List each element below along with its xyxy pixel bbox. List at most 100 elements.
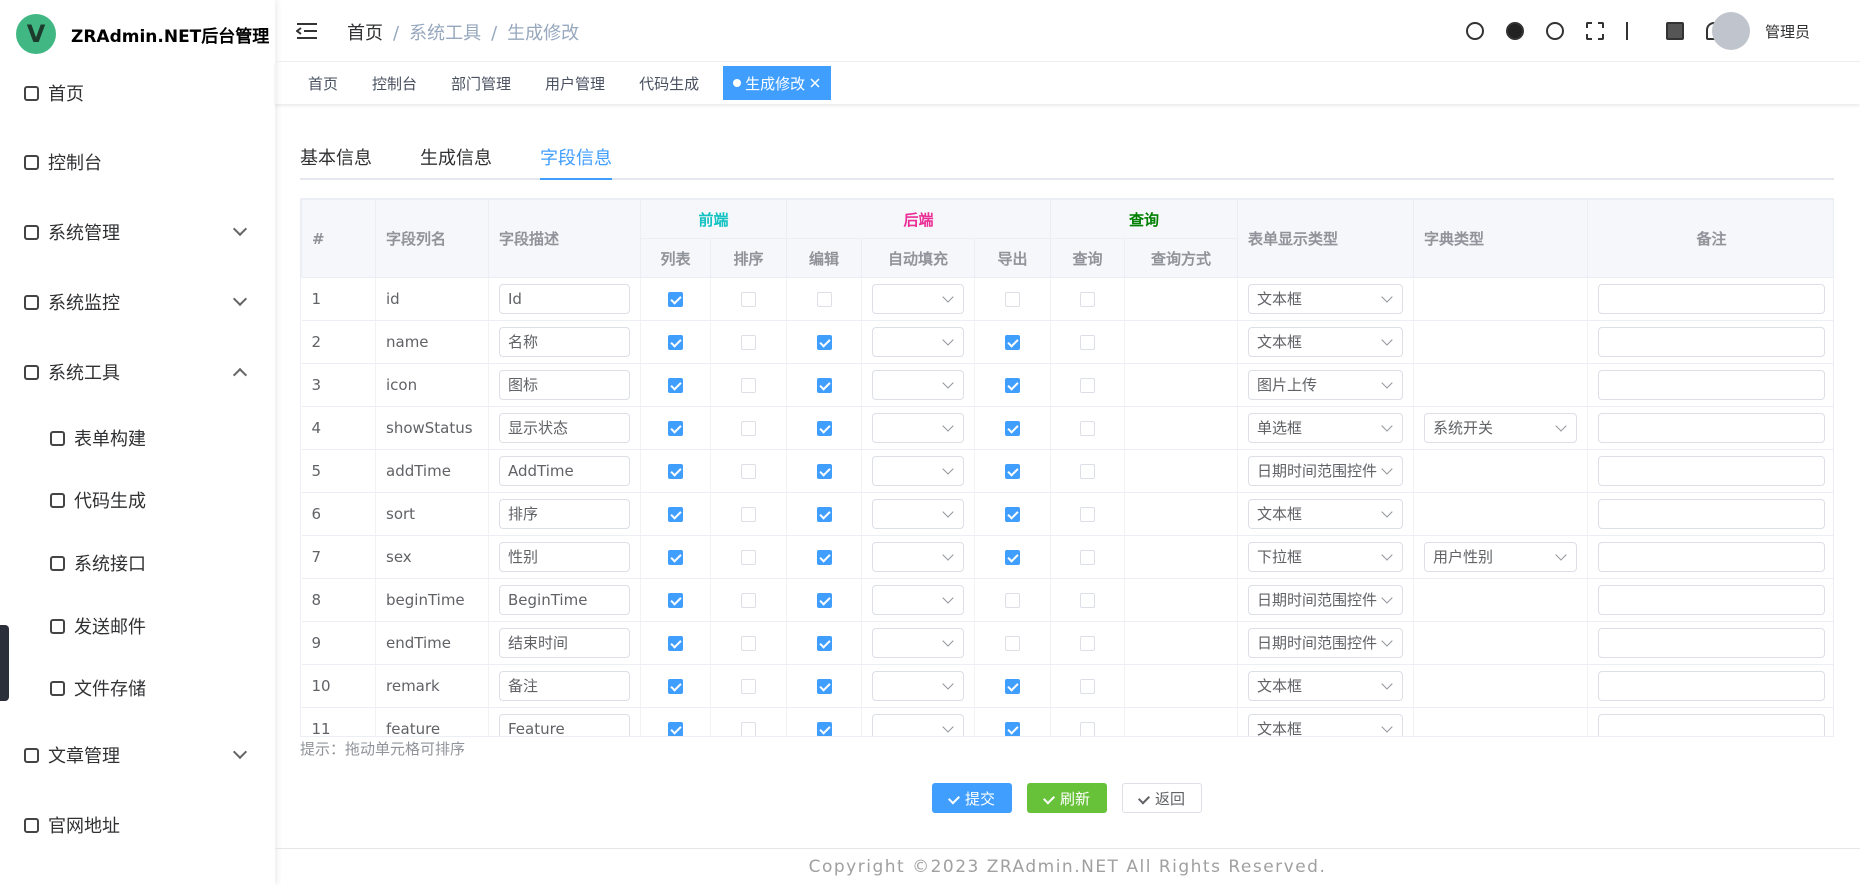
desc-input[interactable]: 显示状态 [499,413,630,443]
html-type-select[interactable]: 文本框 [1248,284,1404,314]
checkbox[interactable] [668,679,683,694]
checkbox[interactable] [816,292,832,307]
checkbox[interactable] [1005,421,1021,436]
menu-item[interactable]: 系统工具 [24,357,120,387]
html-type-select[interactable]: 文本框 [1248,499,1404,529]
checkbox[interactable] [816,378,832,393]
button[interactable]: 刷新 [1027,783,1107,813]
checkbox[interactable] [1005,335,1021,350]
user-name[interactable]: 管理员 [1764,23,1810,41]
checkbox[interactable] [668,292,683,307]
checkbox[interactable] [668,722,683,736]
desc-input[interactable]: BeginTime [499,585,630,615]
checkbox[interactable] [1005,464,1021,479]
checkbox[interactable] [1080,722,1096,736]
checkbox[interactable] [1080,378,1096,393]
desc-input[interactable]: Feature [499,714,630,736]
github-icon[interactable] [1506,22,1524,40]
sub-tab[interactable]: 生成信息 [420,148,492,169]
autofill-select[interactable] [872,413,965,443]
remark-input[interactable] [1598,327,1826,357]
help-icon[interactable] [1546,22,1564,40]
autofill-select[interactable] [872,714,965,736]
checkbox[interactable] [1005,550,1021,565]
checkbox[interactable] [816,335,832,350]
checkbox[interactable] [741,507,756,522]
menu-item[interactable]: 首页 [24,78,84,108]
checkbox[interactable] [668,421,683,436]
checkbox[interactable] [741,679,756,694]
checkbox[interactable] [741,593,756,608]
autofill-select[interactable] [872,499,965,529]
menu-item[interactable]: 官网地址 [24,810,120,840]
html-type-select[interactable]: 下拉框 [1248,542,1404,572]
breadcrumb-item[interactable]: 生成修改 [507,23,580,44]
hamburger[interactable] [296,22,318,40]
button[interactable]: 提交 [932,783,1012,813]
tag[interactable]: 控制台 [362,66,427,100]
desc-input[interactable]: 性别 [499,542,630,572]
checkbox[interactable] [741,636,756,651]
checkbox[interactable] [741,550,756,565]
checkbox[interactable] [1080,550,1096,565]
checkbox[interactable] [1005,378,1021,393]
checkbox[interactable] [816,464,832,479]
desc-input[interactable]: 图标 [499,370,630,400]
breadcrumb-item[interactable]: 首页 [347,23,383,44]
checkbox[interactable] [1080,507,1096,522]
checkbox[interactable] [668,593,683,608]
drawer-handle[interactable] [0,625,9,701]
autofill-select[interactable] [872,456,965,486]
remark-input[interactable] [1598,628,1826,658]
desc-input[interactable]: AddTime [499,456,630,486]
remark-input[interactable] [1598,413,1826,443]
autofill-select[interactable] [872,585,965,615]
tag[interactable]: 代码生成 [629,66,709,100]
checkbox[interactable] [1005,593,1021,608]
tag[interactable]: 部门管理 [441,66,521,100]
autofill-select[interactable] [872,284,965,314]
autofill-select[interactable] [872,327,965,357]
html-type-select[interactable]: 日期时间范围控件 [1248,585,1404,615]
checkbox[interactable] [1005,292,1021,307]
checkbox[interactable] [1080,636,1096,651]
checkbox[interactable] [1080,421,1096,436]
checkbox[interactable] [816,507,832,522]
remark-input[interactable] [1598,370,1826,400]
remark-input[interactable] [1598,456,1826,486]
html-type-select[interactable]: 文本框 [1248,714,1404,736]
checkbox[interactable] [668,464,683,479]
checkbox[interactable] [816,550,832,565]
checkbox[interactable] [816,679,832,694]
desc-input[interactable]: 结束时间 [499,628,630,658]
checkbox[interactable] [668,636,683,651]
checkbox[interactable] [741,292,756,307]
checkbox[interactable] [1080,593,1096,608]
checkbox[interactable] [668,550,683,565]
tag-close[interactable] [809,77,821,89]
search-icon[interactable] [1466,22,1484,40]
html-type-select[interactable]: 文本框 [1248,671,1404,701]
remark-input[interactable] [1598,499,1826,529]
desc-input[interactable]: 排序 [499,499,630,529]
menu-item[interactable]: 代码生成 [50,485,146,515]
checkbox[interactable] [1080,679,1096,694]
checkbox[interactable] [1080,464,1096,479]
dict-select[interactable]: 系统开关 [1424,413,1578,443]
remark-input[interactable] [1598,585,1826,615]
menu-item[interactable]: 系统接口 [50,548,146,578]
remark-input[interactable] [1598,284,1826,314]
html-type-select[interactable]: 文本框 [1248,327,1404,357]
checkbox[interactable] [1005,507,1021,522]
checkbox[interactable] [668,378,683,393]
checkbox[interactable] [816,636,832,651]
menu-item[interactable]: 控制台 [24,147,102,177]
desc-input[interactable]: 备注 [499,671,630,701]
menu-item[interactable]: 发送邮件 [50,611,146,641]
checkbox[interactable] [816,722,832,736]
menu-item[interactable]: 系统管理 [24,217,120,247]
checkbox[interactable] [668,507,683,522]
fullscreen-icon[interactable] [1586,22,1604,40]
desc-input[interactable]: 名称 [499,327,630,357]
html-type-select[interactable]: 日期时间范围控件 [1248,456,1404,486]
